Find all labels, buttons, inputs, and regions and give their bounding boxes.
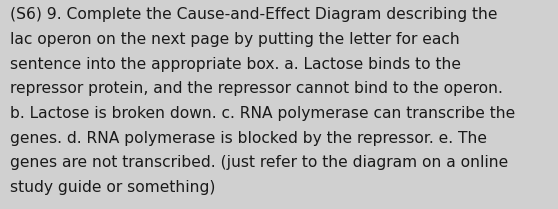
Text: genes are not transcribed. (just refer to the diagram on a online: genes are not transcribed. (just refer t… <box>10 155 508 170</box>
Text: repressor protein, and the repressor cannot bind to the operon.: repressor protein, and the repressor can… <box>10 81 503 96</box>
Text: b. Lactose is broken down. c. RNA polymerase can transcribe the: b. Lactose is broken down. c. RNA polyme… <box>10 106 515 121</box>
Text: sentence into the appropriate box. a. Lactose binds to the: sentence into the appropriate box. a. La… <box>10 57 461 72</box>
Text: genes. d. RNA polymerase is blocked by the repressor. e. The: genes. d. RNA polymerase is blocked by t… <box>10 131 487 146</box>
Text: lac operon on the next page by putting the letter for each: lac operon on the next page by putting t… <box>10 32 460 47</box>
Text: (S6) 9. Complete the Cause-and-Effect Diagram describing the: (S6) 9. Complete the Cause-and-Effect Di… <box>10 7 498 22</box>
Text: study guide or something): study guide or something) <box>10 180 215 195</box>
